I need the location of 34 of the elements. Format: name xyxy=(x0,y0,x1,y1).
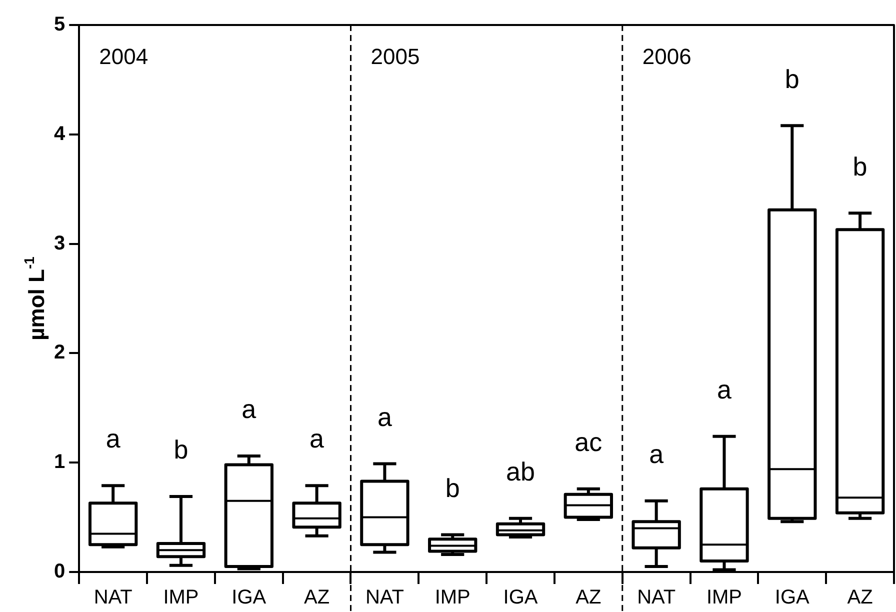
x-tick-label: IGA xyxy=(774,586,810,609)
text: a xyxy=(310,424,324,454)
text: b xyxy=(784,64,800,94)
x-tick-label: IGA xyxy=(503,586,538,609)
x-tick-label: AZ xyxy=(847,586,873,609)
y-tick-label: 3 xyxy=(54,232,66,254)
x-tick-label: IGA xyxy=(232,586,267,609)
x-tick-label: NAT xyxy=(637,586,676,609)
annotation: 2005 xyxy=(370,44,420,70)
y-axis-title: µmol L-1 xyxy=(20,256,50,340)
text: a xyxy=(106,424,120,454)
x-tick-label: IMP xyxy=(163,586,199,609)
y-tick-label: 2 xyxy=(54,342,66,364)
text: b xyxy=(174,434,188,465)
x-tick-label: AZ xyxy=(304,586,330,609)
x-tick-label: AZ xyxy=(576,586,602,609)
text: ab xyxy=(506,456,535,487)
text: b xyxy=(445,472,460,503)
y-tick-label: 0 xyxy=(54,560,66,583)
x-tick-label: NAT xyxy=(94,586,132,609)
text: a xyxy=(242,394,256,424)
text: a xyxy=(649,439,664,470)
x-tick-label: IMP xyxy=(434,586,470,609)
annotation: 2006 xyxy=(642,44,692,70)
text: a xyxy=(717,374,732,405)
text: a xyxy=(377,402,392,432)
y-tick-label: 1 xyxy=(54,451,66,474)
y-tick-label: 5 xyxy=(54,14,66,36)
x-tick-label: NAT xyxy=(365,586,404,609)
text: ac xyxy=(574,427,602,458)
y-tick-label: 4 xyxy=(54,122,66,145)
text: b xyxy=(852,151,868,182)
x-tick-label: IMP xyxy=(706,586,742,609)
annotation: 2004 xyxy=(99,44,148,70)
